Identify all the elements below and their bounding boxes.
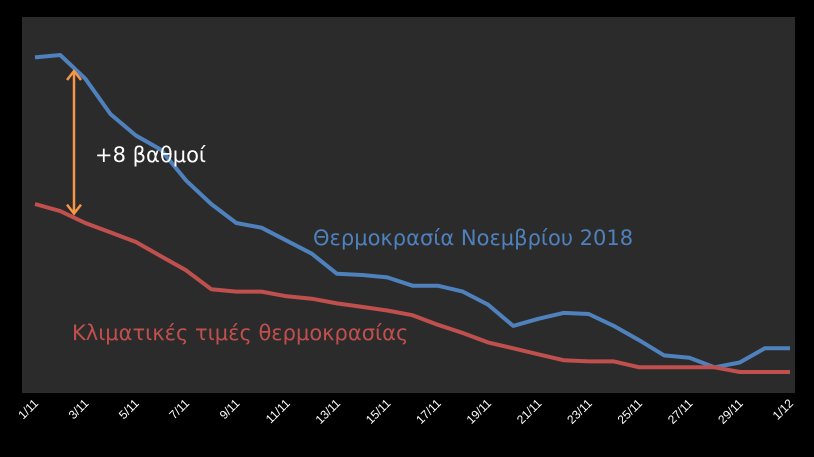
x-tick-label: 13/11 xyxy=(313,396,344,427)
annotation-layer: +8 βαθμοί xyxy=(66,68,206,216)
x-tick-label: 9/11 xyxy=(217,396,243,422)
x-tick-label: 5/11 xyxy=(116,396,142,422)
x-tick-label: 29/11 xyxy=(715,396,746,427)
series-label-climate: Κλιματικές τιμές θερμοκρασίας xyxy=(72,321,408,345)
difference-arrow-head-bottom xyxy=(66,203,82,216)
x-tick-label: 17/11 xyxy=(413,396,444,427)
x-tick-label: 15/11 xyxy=(363,396,394,427)
x-axis-ticks: 1/11 3/11 5/11 7/11 9/11 11/11 13/11 15/11 17/11… xyxy=(15,396,796,427)
x-tick-label: 19/11 xyxy=(464,396,495,427)
series-layer xyxy=(34,53,791,374)
x-tick-label: 21/11 xyxy=(514,396,545,427)
x-tick-label: 27/11 xyxy=(665,396,696,427)
x-tick-label: 1/12 xyxy=(770,396,797,423)
x-tick-label: 7/11 xyxy=(166,396,192,422)
x-tick-label: 1/11 xyxy=(15,396,41,422)
series-label-nov-2018: Θερμοκρασία Νοεμβρίου 2018 xyxy=(313,226,633,250)
difference-annotation: +8 βαθμοί xyxy=(95,143,206,167)
difference-arrow-head-top xyxy=(66,68,82,81)
x-tick-label: 11/11 xyxy=(263,396,293,426)
plot-area xyxy=(22,17,795,393)
x-tick-label: 25/11 xyxy=(615,396,646,427)
x-tick-label: 23/11 xyxy=(564,396,595,427)
x-tick-label: 3/11 xyxy=(66,396,92,422)
